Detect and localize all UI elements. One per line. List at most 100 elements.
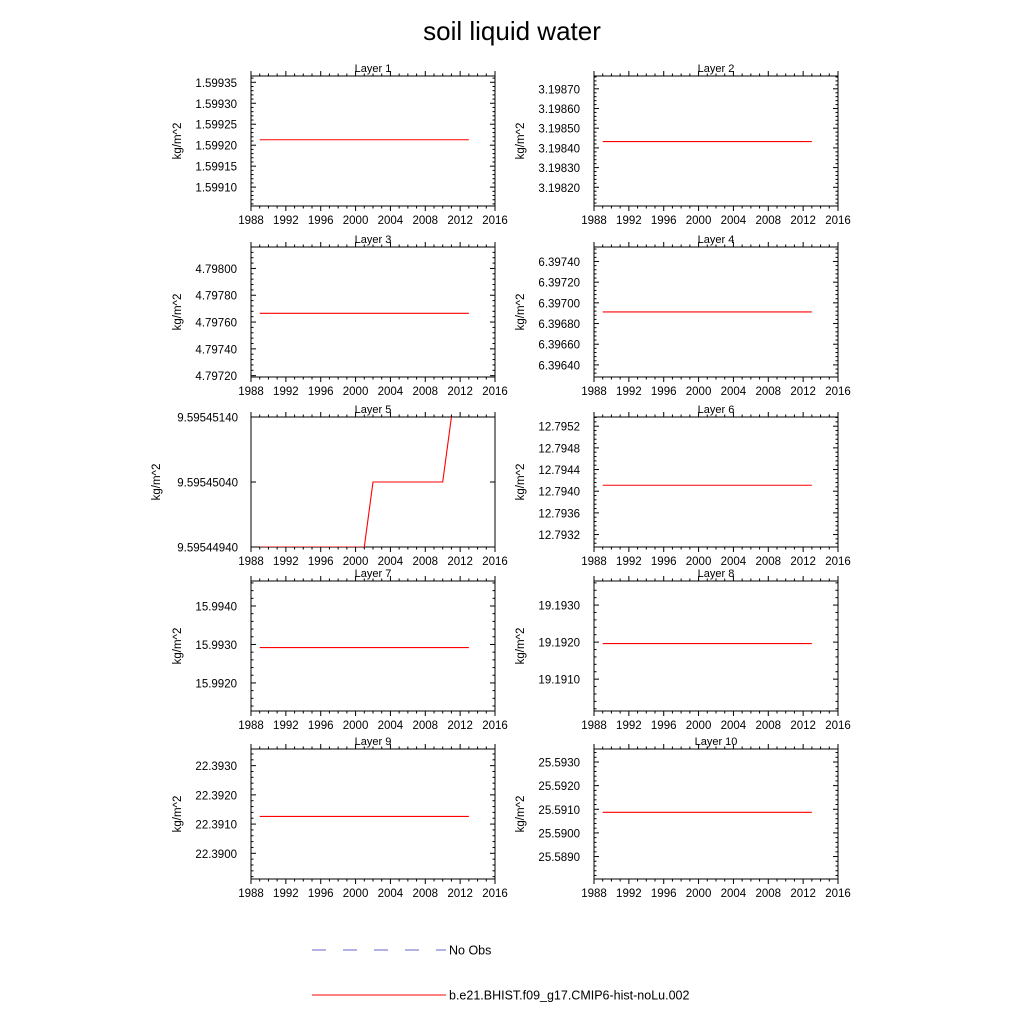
y-tick-label: 25.5890 <box>538 852 580 864</box>
y-tick-label: 25.5910 <box>538 805 580 817</box>
x-tick-label: 1996 <box>308 386 334 398</box>
x-tick-label: 2016 <box>482 386 508 398</box>
panel-layer-5: Layer 5 1988 1992 1996 2000 2004 2008 2012 2016 9… <box>151 404 508 568</box>
panel-layer-2: Layer 2 1988 1992 1996 2000 2004 2008 2012 2016 3… <box>515 63 851 227</box>
y-tick-label: 4.79740 <box>195 344 237 356</box>
plot-frame <box>593 580 839 712</box>
y-tick-label: 12.7936 <box>538 508 580 520</box>
x-tick-label: 1988 <box>238 888 264 900</box>
y-tick-label: 9.59544940 <box>177 543 238 555</box>
x-tick-label: 2008 <box>412 888 438 900</box>
y-tick-label: 6.39740 <box>538 257 580 269</box>
x-tick-label: 2016 <box>825 215 851 227</box>
x-tick-label: 2004 <box>378 720 404 732</box>
x-tick-label: 2004 <box>378 888 404 900</box>
panel-layer-7: Layer 7 1988 1992 1996 2000 2004 2008 2012 2016 1… <box>172 568 508 732</box>
y-tick-label: 3.19860 <box>538 104 580 116</box>
y-tick-label: 25.5930 <box>538 758 580 770</box>
y-tick-label: 22.3910 <box>195 820 237 832</box>
x-tick-label: 2000 <box>343 888 369 900</box>
x-tick-label: 2012 <box>447 720 473 732</box>
x-tick-label: 2012 <box>447 215 473 227</box>
y-tick-label: 22.3900 <box>195 849 237 861</box>
panel-title: Layer 2 <box>698 63 735 75</box>
x-tick-label: 2016 <box>825 720 851 732</box>
x-tick-label: 1988 <box>581 556 607 568</box>
x-tick-label: 2004 <box>721 888 747 900</box>
x-tick-label: 2016 <box>482 556 508 568</box>
legend: No Obs b.e21.BHIST.f09_g17.CMIP6-hist-no… <box>312 944 689 1003</box>
x-tick-label: 1996 <box>651 720 677 732</box>
y-tick-label: 1.59910 <box>195 183 237 195</box>
y-tick-label: 6.39700 <box>538 298 580 310</box>
x-tick-label: 1988 <box>238 386 264 398</box>
y-axis-label: kg/m^2 <box>172 123 184 160</box>
panel-layer-10: Layer 10 1988 1992 1996 2000 2004 2008 2012 2016… <box>515 736 851 900</box>
panel-title: Layer 5 <box>355 404 392 416</box>
plot-frame <box>250 748 496 880</box>
x-tick-label: 1992 <box>616 720 642 732</box>
x-tick-label: 1996 <box>651 386 677 398</box>
x-tick-label: 2008 <box>412 556 438 568</box>
x-tick-label: 1988 <box>238 720 264 732</box>
y-tick-label: 3.19830 <box>538 163 580 175</box>
plot-frame <box>593 75 839 207</box>
legend-model-label: b.e21.BHIST.f09_g17.CMIP6-hist-noLu.002 <box>449 989 689 1003</box>
x-tick-label: 2008 <box>412 215 438 227</box>
y-axis-label: kg/m^2 <box>172 294 184 331</box>
y-tick-label: 22.3930 <box>195 761 237 773</box>
x-tick-label: 1992 <box>273 556 299 568</box>
x-tick-label: 2008 <box>755 888 781 900</box>
x-tick-label: 2012 <box>790 720 816 732</box>
x-tick-label: 2008 <box>412 720 438 732</box>
panel-title: Layer 9 <box>355 736 392 748</box>
x-tick-label: 2000 <box>343 720 369 732</box>
y-tick-label: 9.59545040 <box>177 478 238 490</box>
y-tick-label: 4.79800 <box>195 264 237 276</box>
x-tick-label: 2016 <box>825 386 851 398</box>
y-axis-label: kg/m^2 <box>151 464 163 501</box>
y-tick-label: 3.19870 <box>538 84 580 96</box>
x-tick-label: 2012 <box>790 386 816 398</box>
y-tick-label: 1.59915 <box>195 162 237 174</box>
y-tick-label: 19.1920 <box>538 638 580 650</box>
y-tick-label: 15.9930 <box>195 640 237 652</box>
x-tick-label: 1992 <box>273 720 299 732</box>
y-axis-label: kg/m^2 <box>515 628 527 665</box>
y-tick-label: 22.3920 <box>195 790 237 802</box>
y-axis-label: kg/m^2 <box>515 464 527 501</box>
panel-layer-4: Layer 4 1988 1992 1996 2000 2004 2008 2012 2016 6… <box>515 234 851 398</box>
x-tick-label: 2000 <box>686 556 712 568</box>
x-tick-label: 1996 <box>308 556 334 568</box>
legend-obs-label: No Obs <box>449 944 491 958</box>
x-tick-label: 1992 <box>273 888 299 900</box>
panel-title: Layer 3 <box>355 234 392 246</box>
y-tick-label: 4.79780 <box>195 291 237 303</box>
x-tick-label: 1992 <box>616 888 642 900</box>
x-tick-label: 2000 <box>686 386 712 398</box>
figure-title: soil liquid water <box>423 16 601 46</box>
y-tick-label: 4.79760 <box>195 318 237 330</box>
x-tick-label: 2004 <box>721 386 747 398</box>
plot-frame <box>250 580 496 712</box>
panel-layer-1: Layer 1 1988 1992 1996 2000 2004 2008 2012 2016 1… <box>172 63 508 227</box>
x-tick-label: 2016 <box>825 888 851 900</box>
x-tick-label: 2008 <box>755 215 781 227</box>
panel-title: Layer 7 <box>355 568 392 580</box>
x-tick-label: 1996 <box>308 215 334 227</box>
x-tick-label: 1992 <box>616 556 642 568</box>
x-tick-label: 2004 <box>721 215 747 227</box>
y-tick-label: 3.19820 <box>538 183 580 195</box>
x-tick-label: 1988 <box>581 386 607 398</box>
y-tick-label: 1.59920 <box>195 141 237 153</box>
y-tick-label: 12.7952 <box>538 422 580 434</box>
y-tick-label: 15.9940 <box>195 602 237 614</box>
y-tick-label: 12.7940 <box>538 487 580 499</box>
x-tick-label: 2008 <box>755 386 781 398</box>
x-tick-label: 2000 <box>343 556 369 568</box>
y-tick-label: 1.59930 <box>195 99 237 111</box>
y-tick-label: 19.1930 <box>538 601 580 613</box>
y-tick-label: 19.1910 <box>538 675 580 687</box>
x-tick-label: 2000 <box>686 888 712 900</box>
x-tick-label: 1992 <box>273 386 299 398</box>
